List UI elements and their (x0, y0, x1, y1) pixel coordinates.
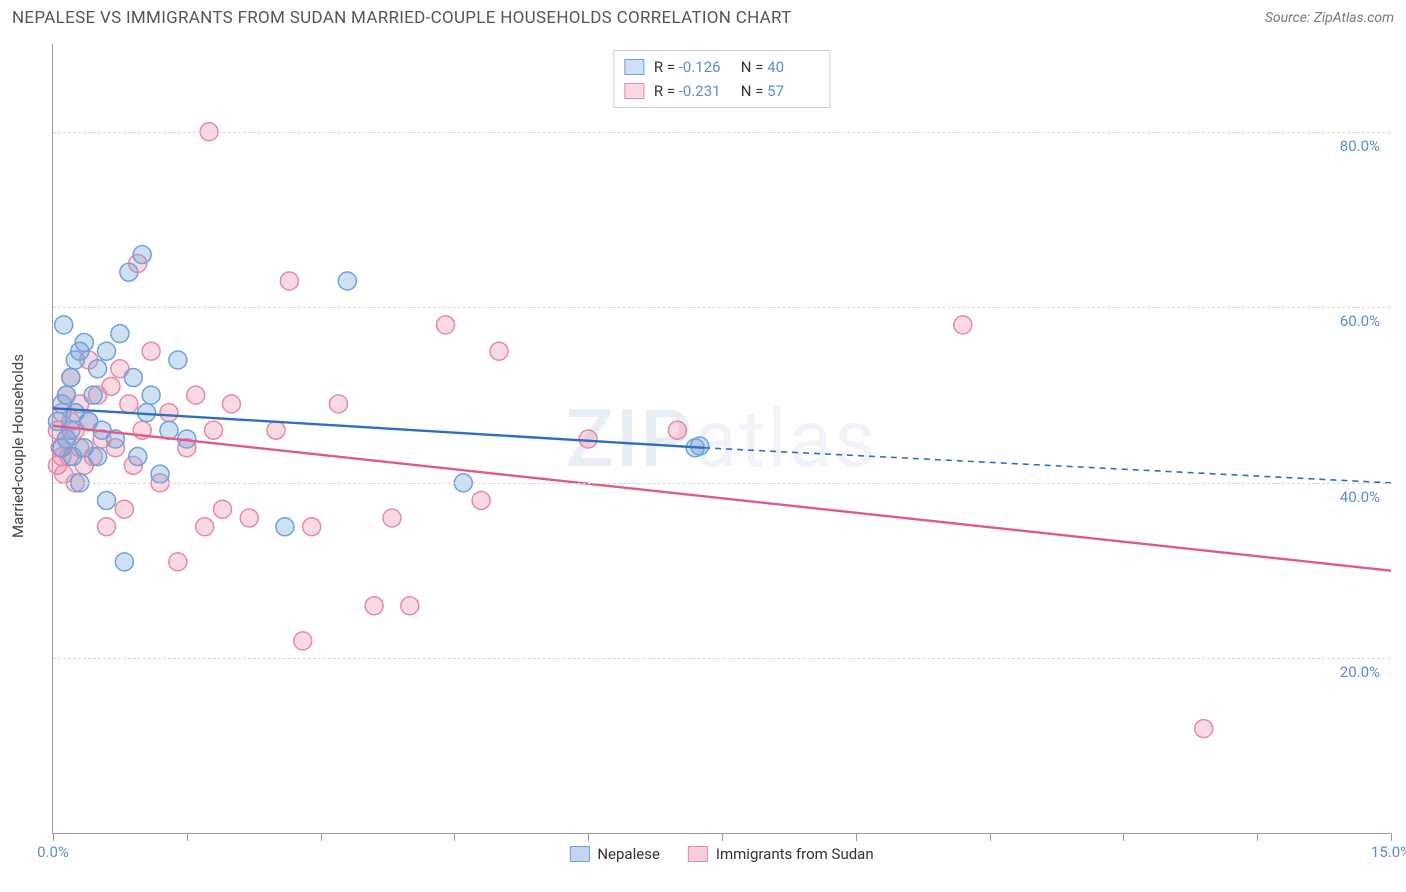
chart-plot-area: ZIPatlas R = -0.126 N = 40 R = -0.231 N … (52, 44, 1390, 834)
x-tick (856, 833, 857, 841)
x-tick (53, 833, 54, 841)
x-tick (722, 833, 723, 841)
y-tick-label: 40.0% (1340, 488, 1380, 506)
gridline (53, 307, 1390, 308)
gridline (53, 483, 1390, 484)
x-tick (187, 833, 188, 841)
swatch-sudan (624, 83, 644, 99)
source-label: Source: ZipAtlas.com (1265, 10, 1394, 26)
legend-row-nepalese: R = -0.126 N = 40 (624, 55, 819, 79)
legend-label: Nepalese (597, 845, 660, 863)
correlation-legend: R = -0.126 N = 40 R = -0.231 N = 57 (613, 50, 830, 108)
swatch-icon (569, 846, 589, 862)
x-tick-label: 0.0% (37, 843, 69, 861)
x-tick (588, 833, 589, 841)
x-tick (1391, 833, 1392, 841)
x-tick (990, 833, 991, 841)
scatter-plot-svg (53, 44, 1390, 833)
x-tick (1257, 833, 1258, 841)
gridline (53, 132, 1390, 133)
legend-label: Immigrants from Sudan (716, 845, 874, 863)
swatch-nepalese (624, 59, 644, 75)
y-tick-label: 20.0% (1340, 663, 1380, 681)
x-tick (321, 833, 322, 841)
y-tick-label: 60.0% (1340, 312, 1380, 330)
x-tick-label: 15.0% (1371, 843, 1406, 861)
chart-title: NEPALESE VS IMMIGRANTS FROM SUDAN MARRIE… (12, 8, 792, 28)
swatch-icon (688, 846, 708, 862)
y-axis-label: Married-couple Households (9, 354, 27, 538)
legend-item-nepalese: Nepalese (569, 845, 660, 863)
y-tick-label: 80.0% (1340, 137, 1380, 155)
x-tick (1123, 833, 1124, 841)
gridline (53, 658, 1390, 659)
series-legend: Nepalese Immigrants from Sudan (569, 845, 873, 863)
x-tick (454, 833, 455, 841)
legend-row-sudan: R = -0.231 N = 57 (624, 79, 819, 103)
legend-item-sudan: Immigrants from Sudan (688, 845, 874, 863)
